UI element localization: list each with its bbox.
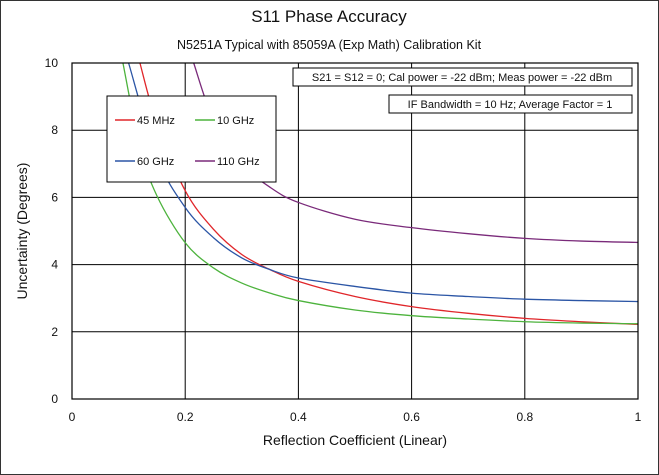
x-tick-label: 0.8 [516, 410, 533, 424]
legend-label-110-ghz: 110 GHz [217, 156, 260, 168]
annotation-2-text: IF Bandwidth = 10 Hz; Average Factor = 1 [408, 99, 613, 111]
chart-subtitle: N5251A Typical with 85059A (Exp Math) Ca… [177, 38, 482, 52]
series-line-45-mhz [139, 62, 639, 326]
legend-label-10-ghz: 10 GHz [217, 115, 254, 127]
x-tick-label: 0.4 [290, 410, 307, 424]
x-tick-label: 0.6 [403, 410, 420, 424]
y-tick-label: 2 [51, 325, 58, 339]
series-lines [122, 62, 639, 326]
y-tick-label: 6 [51, 190, 58, 204]
annotation-2-box [388, 94, 633, 114]
annotation-2: IF Bandwidth = 10 Hz; Average Factor = 1 [388, 94, 633, 114]
annotation-1-text: S21 = S12 = 0; Cal power = -22 dBm; Meas… [312, 72, 612, 84]
legend: 45 MHz 10 GHz 60 GHz 110 GHz [106, 95, 277, 183]
y-tick-label: 8 [51, 123, 58, 137]
x-tick-label: 0 [69, 410, 76, 424]
series-line-60-ghz [127, 62, 639, 303]
y-tick-label: 4 [51, 258, 58, 272]
y-tick-label: 0 [51, 392, 58, 406]
x-tick-label: 1 [635, 410, 642, 424]
y-tick-label: 10 [45, 56, 59, 70]
annotation-1: S21 = S12 = 0; Cal power = -22 dBm; Meas… [292, 67, 633, 87]
x-tick-label: 0.2 [177, 410, 194, 424]
legend-label-60-ghz: 60 GHz [137, 156, 174, 168]
chart-title: S11 Phase Accuracy [251, 7, 407, 26]
series-line-10-ghz [122, 62, 639, 325]
annotation-1-box [292, 67, 633, 87]
legend-label-45-mhz: 45 MHz [137, 115, 175, 127]
plot-border [71, 62, 639, 400]
legend-box [106, 95, 277, 183]
y-axis-label: Uncertainty (Degrees) [14, 163, 30, 300]
x-axis-label: Reflection Coefficient (Linear) [263, 432, 447, 448]
